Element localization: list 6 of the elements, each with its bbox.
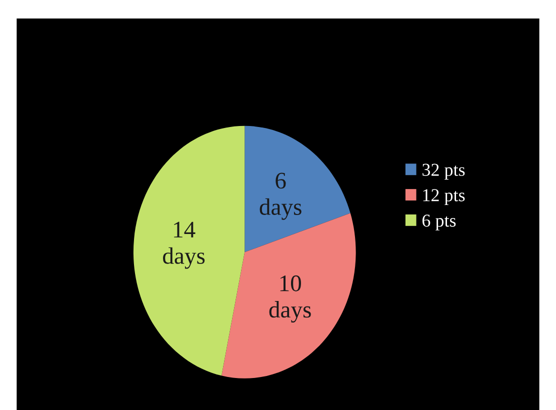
legend-label: 12 pts xyxy=(423,189,465,205)
legend-label: 6 pts xyxy=(422,214,456,230)
legend-label: 32 pts xyxy=(422,164,465,180)
data-label: 10 days xyxy=(269,275,311,323)
data-label: 14 days xyxy=(163,222,205,269)
data-label: 6 days xyxy=(260,172,302,220)
